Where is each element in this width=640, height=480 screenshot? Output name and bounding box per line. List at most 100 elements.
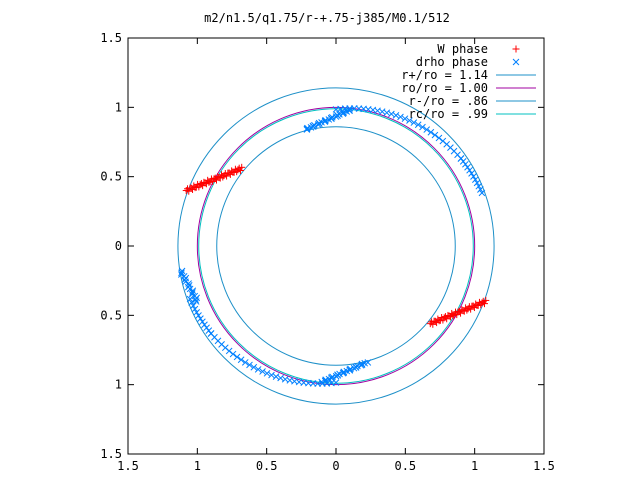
drho-phase-point <box>473 179 481 187</box>
chart-title: m2/n1.5/q1.75/r-+.75-j385/M0.1/512 <box>204 11 450 25</box>
drho-phase-point <box>471 176 479 184</box>
drho-phase-point <box>189 289 196 296</box>
drho-phase-point <box>397 113 404 121</box>
drho-phase-point <box>383 109 391 117</box>
drho-phase-point <box>259 368 266 375</box>
x-tick-label: 1 <box>471 459 478 473</box>
drho-phase-point <box>352 364 360 371</box>
drho-phase-point <box>475 182 483 190</box>
drho-phase-point <box>431 131 439 139</box>
drho-phase-point <box>192 298 200 305</box>
legend-entry: W phase <box>437 42 520 56</box>
y-tick-label: 1.5 <box>100 447 122 461</box>
radius-circle <box>177 87 495 405</box>
drho-phase-point <box>315 119 323 127</box>
legend-label: r-/ro = .86 <box>409 94 488 108</box>
drho-phase-point <box>459 158 467 165</box>
axis-ticks: 1.5 1 0.5 0 0.5 1 1.51.510.500.511.5 <box>100 31 555 473</box>
y-tick-label: 1.5 <box>100 31 122 45</box>
drho-phase-point <box>197 315 204 322</box>
x-tick-label: 1 <box>194 459 201 473</box>
reference-circles <box>177 87 495 405</box>
legend-label: W phase <box>437 42 488 56</box>
x-tick-label: 1.5 <box>533 459 555 473</box>
legend-entry: drho phase <box>416 55 520 69</box>
y-tick-label: 0 <box>115 239 122 253</box>
drho-phase-point <box>392 112 400 119</box>
drho-phase-point <box>192 296 200 304</box>
w-phase-point <box>482 296 490 304</box>
drho-phase-point <box>477 186 484 193</box>
drho-phase-point <box>464 163 471 171</box>
drho-phase-point <box>401 115 409 122</box>
w-phase-point <box>512 45 520 53</box>
drho-phase-point <box>193 308 201 316</box>
drho-phase-point <box>281 375 289 383</box>
x-tick-label: 0.5 <box>256 459 278 473</box>
legend-entry: r-/ro = .86 <box>409 94 536 108</box>
drho-phase-point <box>466 166 473 174</box>
drho-phase-point <box>388 110 395 118</box>
drho-phase-point <box>263 370 271 377</box>
drho-phase-point <box>419 123 426 131</box>
drho-phase-point <box>189 302 197 310</box>
drho-phase-point <box>201 321 208 329</box>
drho-phase-point <box>195 312 202 319</box>
drho-phase-point <box>178 269 185 277</box>
drho-phase-point <box>318 378 325 386</box>
legend-label: ro/ro = 1.00 <box>401 81 488 95</box>
radius-circle <box>216 126 456 366</box>
drho-phase-point <box>191 305 199 313</box>
drho-phase-point <box>423 126 431 133</box>
radius-circle <box>196 106 476 386</box>
w-phase-point <box>480 300 488 308</box>
drho-phase-point <box>462 160 469 168</box>
x-tick-label: 0.5 <box>394 459 416 473</box>
drho-phase-point <box>241 359 249 366</box>
drho-phase-point <box>478 189 486 197</box>
drho-phase-point <box>333 111 341 119</box>
drho-phase-point <box>406 117 413 124</box>
drho-phase-point <box>254 366 262 373</box>
legend-entry: r+/ro = 1.14 <box>401 68 536 82</box>
drho-phase-point <box>250 363 258 371</box>
legend-label: drho phase <box>416 55 488 69</box>
drho-phase-point <box>414 121 422 129</box>
drho-phase-point <box>199 318 206 326</box>
radius-circle <box>198 108 474 384</box>
legend-label: rc/ro = .99 <box>409 107 488 121</box>
y-tick-label: 1 <box>115 100 122 114</box>
drho-phase-point <box>233 353 241 361</box>
drho-phase-point <box>186 295 194 303</box>
drho-phase-point <box>512 58 520 66</box>
drho-phase-point <box>272 373 280 380</box>
x-tick-label: 0 <box>332 459 339 473</box>
drho-phase-point <box>334 372 342 379</box>
drho-phase-point <box>410 119 418 126</box>
x-tick-label: 1.5 <box>117 459 139 473</box>
y-tick-label: 0.5 <box>100 170 122 184</box>
y-tick-label: 1 <box>115 378 122 392</box>
drho-phase-point <box>470 173 477 180</box>
y-tick-label: 0.5 <box>100 308 122 322</box>
legend-label: r+/ro = 1.14 <box>401 68 488 82</box>
drho-phase-point <box>277 374 284 382</box>
drho-phase-point <box>229 350 237 358</box>
drho-phase-point <box>468 170 475 177</box>
drho-phase-point <box>203 324 210 332</box>
drho-phase-point <box>309 122 317 130</box>
drho-phase-point <box>427 128 435 136</box>
drho-phase-point <box>205 327 213 334</box>
drho-phase-point <box>346 106 353 114</box>
w-phase-point <box>238 163 246 171</box>
drho-phase-point <box>435 134 443 142</box>
drho-phase-point <box>268 371 275 379</box>
data-points <box>177 105 490 387</box>
legend-entry: ro/ro = 1.00 <box>401 81 536 95</box>
drho-phase-point <box>237 356 245 364</box>
legend-entry: rc/ro = .99 <box>409 107 536 121</box>
w-phase-point <box>236 167 244 175</box>
drho-phase-point <box>246 361 253 369</box>
